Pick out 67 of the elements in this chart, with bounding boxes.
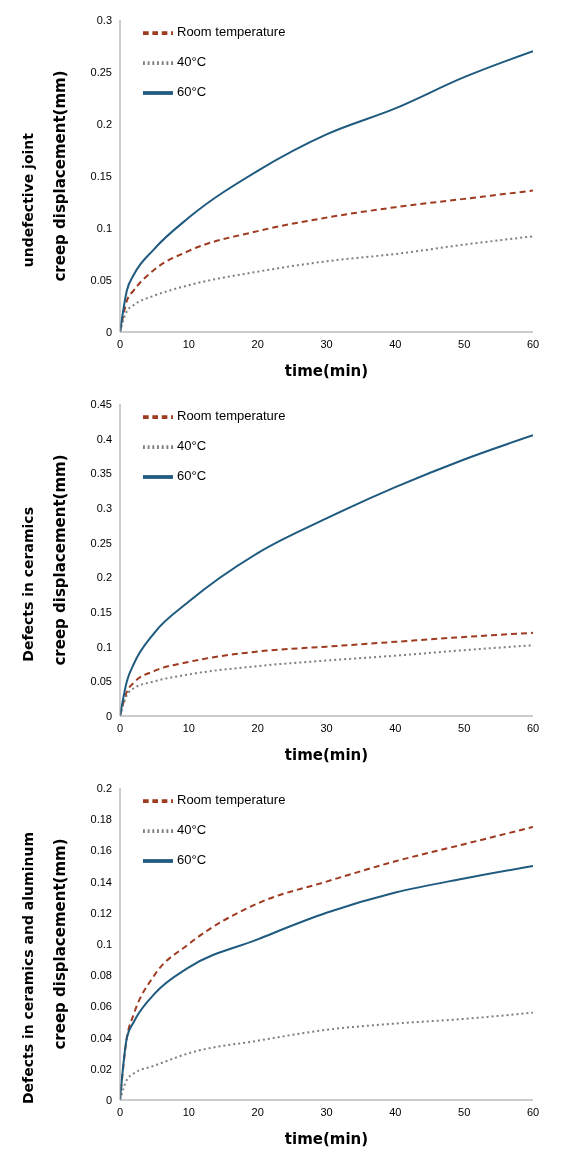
x-axis-title: time(min) bbox=[284, 746, 369, 764]
y-tick-label: 0.16 bbox=[90, 844, 112, 857]
y-axis-title: creep displacement(mm) bbox=[51, 454, 70, 666]
y-tick-label: 0.3 bbox=[96, 501, 112, 514]
y-tick-label: 0.25 bbox=[90, 536, 112, 549]
y-axis-title: creep displacement(mm) bbox=[51, 838, 70, 1050]
x-tick-label: 50 bbox=[458, 337, 471, 350]
y-tick-label: 0.2 bbox=[96, 117, 112, 130]
y-tick-label: 0.05 bbox=[90, 675, 112, 688]
y-tick-label: 0.35 bbox=[90, 467, 112, 480]
y-tick-label: 0 bbox=[105, 1093, 112, 1106]
x-tick-label: 60 bbox=[526, 1105, 540, 1118]
y-tick-label: 0.18 bbox=[90, 813, 112, 826]
y-tick-label: 0.1 bbox=[96, 937, 112, 950]
x-tick-label: 60 bbox=[526, 337, 540, 350]
y-tick-label: 0.14 bbox=[90, 875, 112, 888]
y-tick-label: 0.25 bbox=[90, 65, 112, 78]
y-tick-label: 0.1 bbox=[96, 640, 112, 653]
x-tick-label: 20 bbox=[251, 721, 264, 734]
y-tick-label: 0.3 bbox=[96, 13, 112, 26]
x-tick-label: 50 bbox=[458, 721, 471, 734]
y-tick-label: 0.12 bbox=[90, 906, 112, 919]
legend-label: 40°C bbox=[177, 438, 207, 454]
y-tick-label: 0 bbox=[105, 709, 112, 722]
y-tick-label: 0.15 bbox=[90, 169, 112, 182]
x-tick-label: 40 bbox=[389, 721, 402, 734]
y-tick-label: 0.06 bbox=[90, 1000, 112, 1013]
text: Defects in ceramics and aluminum bbox=[20, 831, 36, 1104]
x-tick-label: 40 bbox=[389, 1105, 402, 1118]
x-tick-label: 0 bbox=[116, 721, 124, 734]
y-tick-label: 0.08 bbox=[90, 969, 112, 982]
y-tick-label: 0.05 bbox=[90, 273, 112, 286]
x-tick-label: 10 bbox=[182, 337, 195, 350]
x-axis-title: time(min) bbox=[284, 362, 369, 380]
y-tick-label: 0.4 bbox=[96, 432, 112, 445]
x-tick-label: 50 bbox=[458, 1105, 471, 1118]
x-tick-label: 20 bbox=[251, 337, 264, 350]
legend-label: Room temperature bbox=[177, 408, 286, 424]
legend-label: 40°C bbox=[177, 822, 207, 838]
x-tick-label: 20 bbox=[251, 1105, 264, 1118]
legend-label: 60°C bbox=[177, 852, 207, 868]
y-tick-label: 0.2 bbox=[96, 781, 112, 794]
x-tick-label: 60 bbox=[526, 721, 540, 734]
legend-label: 40°C bbox=[177, 54, 207, 70]
text: undefective joint bbox=[20, 132, 36, 268]
legend-label: 60°C bbox=[177, 84, 207, 100]
y-tick-label: 0.15 bbox=[90, 605, 112, 618]
y-tick-label: 0.2 bbox=[96, 571, 112, 584]
x-tick-label: 30 bbox=[320, 721, 333, 734]
legend-label: Room temperature bbox=[177, 24, 286, 40]
y-tick-label: 0.04 bbox=[90, 1031, 112, 1044]
legend-label: 60°C bbox=[177, 468, 207, 484]
legend-label: Room temperature bbox=[177, 792, 286, 808]
x-tick-label: 10 bbox=[182, 721, 195, 734]
y-tick-label: 0.45 bbox=[90, 397, 112, 410]
y-tick-label: 0.02 bbox=[90, 1062, 112, 1075]
x-tick-label: 0 bbox=[116, 337, 124, 350]
x-axis-title: time(min) bbox=[284, 1130, 369, 1148]
x-tick-label: 0 bbox=[116, 1105, 124, 1118]
y-tick-label: 0 bbox=[105, 325, 112, 338]
x-tick-label: 40 bbox=[389, 337, 402, 350]
x-tick-label: 30 bbox=[320, 1105, 333, 1118]
x-tick-label: 10 bbox=[182, 1105, 195, 1118]
x-tick-label: 30 bbox=[320, 337, 333, 350]
y-axis-title: creep displacement(mm) bbox=[51, 70, 70, 282]
text: Defects in ceramics bbox=[20, 506, 36, 662]
y-tick-label: 0.1 bbox=[96, 221, 112, 234]
